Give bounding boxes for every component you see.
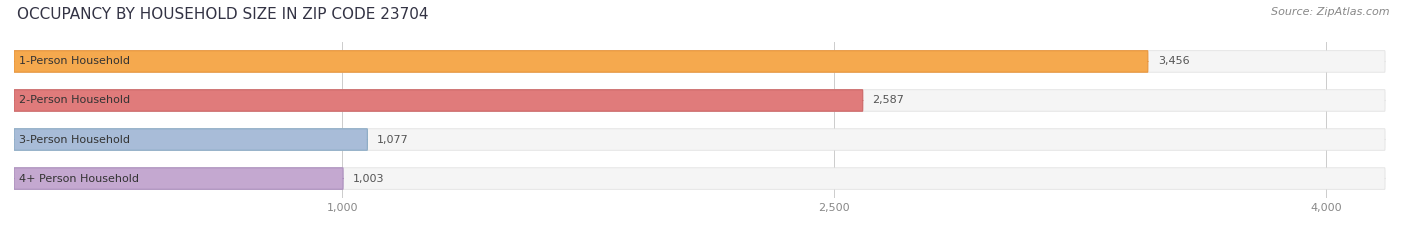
FancyBboxPatch shape bbox=[14, 168, 1385, 189]
Text: 1-Person Household: 1-Person Household bbox=[20, 56, 129, 66]
Text: 3-Person Household: 3-Person Household bbox=[20, 134, 129, 144]
Text: 2-Person Household: 2-Person Household bbox=[20, 96, 131, 106]
Text: 1,003: 1,003 bbox=[353, 174, 384, 184]
FancyBboxPatch shape bbox=[14, 90, 863, 111]
Text: 2,587: 2,587 bbox=[873, 96, 904, 106]
FancyBboxPatch shape bbox=[14, 168, 343, 189]
FancyBboxPatch shape bbox=[14, 129, 1385, 150]
Text: 1,077: 1,077 bbox=[377, 134, 409, 144]
Text: 4+ Person Household: 4+ Person Household bbox=[20, 174, 139, 184]
FancyBboxPatch shape bbox=[14, 51, 1147, 72]
Text: 3,456: 3,456 bbox=[1157, 56, 1189, 66]
FancyBboxPatch shape bbox=[14, 51, 1385, 72]
Text: OCCUPANCY BY HOUSEHOLD SIZE IN ZIP CODE 23704: OCCUPANCY BY HOUSEHOLD SIZE IN ZIP CODE … bbox=[17, 7, 429, 22]
FancyBboxPatch shape bbox=[14, 129, 367, 150]
Text: Source: ZipAtlas.com: Source: ZipAtlas.com bbox=[1271, 7, 1389, 17]
FancyBboxPatch shape bbox=[14, 90, 1385, 111]
